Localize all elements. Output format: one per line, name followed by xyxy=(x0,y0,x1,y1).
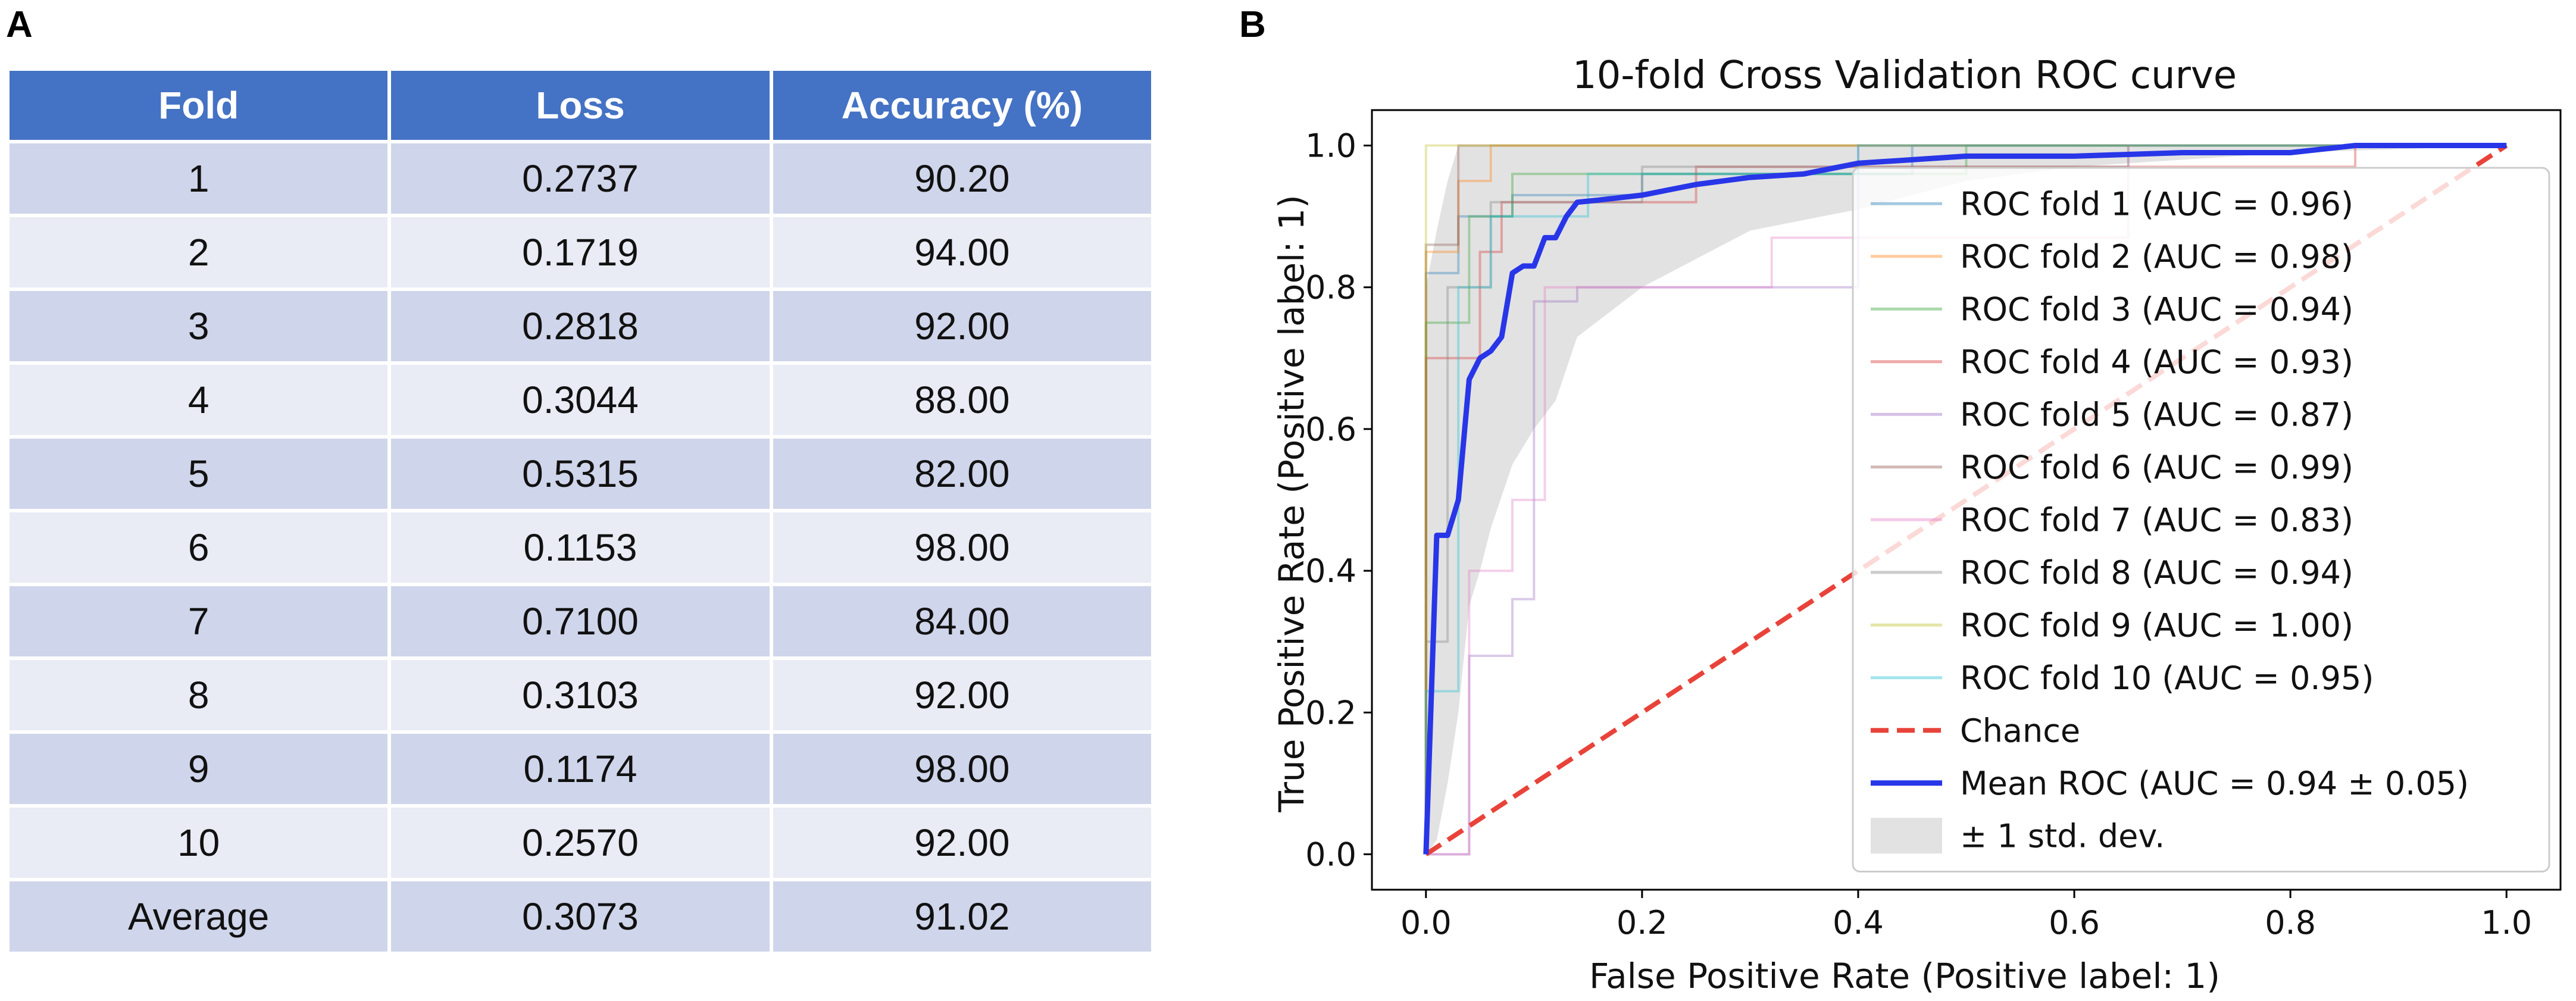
roc-chart: 10-fold Cross Validation ROC curve 0.0 0.… xyxy=(1271,54,2562,996)
chart-title: 10-fold Cross Validation ROC curve xyxy=(1573,54,2237,98)
legend-label: ROC fold 4 (AUC = 0.93) xyxy=(1960,343,2353,381)
y-tick-label: 0.6 xyxy=(1305,411,1356,448)
cell-loss: 0.3044 xyxy=(387,361,773,439)
roc-fold-4-line xyxy=(1424,144,2507,855)
roc-fold-2-line xyxy=(1424,144,2507,855)
cell-accuracy: 82.00 xyxy=(769,435,1155,512)
cell-loss: 0.7100 xyxy=(387,583,773,660)
header-fold: Fold xyxy=(5,67,392,143)
std-dev-band xyxy=(1425,145,2507,855)
cell-accuracy: 98.00 xyxy=(769,509,1155,586)
cell-loss: 0.2737 xyxy=(387,140,773,217)
cell-fold: 4 xyxy=(5,361,392,439)
table-row: 3 0.2818 92.00 xyxy=(5,287,1155,365)
fold-results-table: Fold Loss Accuracy (%) 1 0.2737 90.20 2 … xyxy=(5,67,1155,955)
legend-label: ROC fold 2 (AUC = 0.98) xyxy=(1960,238,2353,276)
table-row: 1 0.2737 90.20 xyxy=(5,140,1155,217)
legend-box xyxy=(1852,167,2550,872)
legend-label: ROC fold 8 (AUC = 0.94) xyxy=(1960,554,2353,592)
legend-label: ROC fold 10 (AUC = 0.95) xyxy=(1960,659,2374,697)
cell-fold: 7 xyxy=(5,583,392,660)
cell-fold: 3 xyxy=(5,287,392,365)
legend-label: ROC fold 9 (AUC = 1.00) xyxy=(1960,606,2353,644)
legend-label: ROC fold 3 (AUC = 0.94) xyxy=(1960,290,2353,328)
table-row: 6 0.1153 98.00 xyxy=(5,509,1155,586)
cell-accuracy: 94.00 xyxy=(769,214,1155,291)
cell-fold: 6 xyxy=(5,509,392,586)
x-tick-label: 0.6 xyxy=(2049,904,2100,941)
cell-loss: 0.1719 xyxy=(387,214,773,291)
cell-accuracy: 90.20 xyxy=(769,140,1155,217)
cell-accuracy: 88.00 xyxy=(769,361,1155,439)
cell-fold: 9 xyxy=(5,730,392,808)
cell-loss: 0.2818 xyxy=(387,287,773,365)
table-row: 8 0.3103 92.00 xyxy=(5,656,1155,734)
cell-fold: 5 xyxy=(5,435,392,512)
cell-accuracy: 92.00 xyxy=(769,287,1155,365)
table-row: 10 0.2570 92.00 xyxy=(5,804,1155,881)
roc-fold-9-line xyxy=(1424,144,2507,855)
panel-b-label: B xyxy=(1239,4,1266,45)
cell-loss: 0.5315 xyxy=(387,435,773,512)
x-tick-label: 0.4 xyxy=(1833,904,1884,941)
legend-swatch xyxy=(1871,818,1942,854)
cell-accuracy: 92.00 xyxy=(769,656,1155,734)
legend-label: Chance xyxy=(1960,712,2080,749)
cell-fold: Average xyxy=(5,878,392,955)
x-tick-label: 1.0 xyxy=(2481,904,2532,941)
y-tick-label: 0.2 xyxy=(1305,694,1356,731)
legend-label: ROC fold 1 (AUC = 0.96) xyxy=(1960,185,2353,223)
x-tick-label: 0.0 xyxy=(1400,904,1452,941)
mean-roc-line xyxy=(1423,143,2507,855)
cell-fold: 1 xyxy=(5,140,392,217)
legend-label: ROC fold 5 (AUC = 0.87) xyxy=(1960,396,2353,433)
cell-accuracy: 84.00 xyxy=(769,583,1155,660)
table-row: 4 0.3044 88.00 xyxy=(5,361,1155,439)
cell-accuracy: 92.00 xyxy=(769,804,1155,881)
legend-label: ROC fold 7 (AUC = 0.83) xyxy=(1960,501,2353,539)
cell-loss: 0.1174 xyxy=(387,730,773,808)
table-row: 2 0.1719 94.00 xyxy=(5,214,1155,291)
table-header-row: Fold Loss Accuracy (%) xyxy=(5,67,1155,143)
cell-loss: 0.2570 xyxy=(387,804,773,881)
cell-loss: 0.3103 xyxy=(387,656,773,734)
roc-fold-6-line xyxy=(1424,144,2507,855)
y-tick-label: 0.0 xyxy=(1305,836,1356,873)
cell-fold: 10 xyxy=(5,804,392,881)
y-tick-label: 0.4 xyxy=(1305,552,1356,590)
legend-label: ROC fold 6 (AUC = 0.99) xyxy=(1960,449,2353,486)
legend-label: Mean ROC (AUC = 0.94 ± 0.05) xyxy=(1960,765,2469,802)
y-axis-label: True Positive Rate (Positive label: 1) xyxy=(1271,195,1312,813)
cell-accuracy: 98.00 xyxy=(769,730,1155,808)
table-row: 9 0.1174 98.00 xyxy=(5,730,1155,808)
x-tick-label: 0.2 xyxy=(1617,904,1668,941)
table-row: 7 0.7100 84.00 xyxy=(5,583,1155,660)
roc-fold-1-line xyxy=(1424,144,2507,855)
table-row: 5 0.5315 82.00 xyxy=(5,435,1155,512)
legend-label: ± 1 std. dev. xyxy=(1960,817,2165,855)
y-tick-label: 1.0 xyxy=(1305,127,1356,165)
header-accuracy: Accuracy (%) xyxy=(769,67,1155,143)
cell-accuracy: 91.02 xyxy=(769,878,1155,955)
cell-loss: 0.1153 xyxy=(387,509,773,586)
cell-fold: 8 xyxy=(5,656,392,734)
cell-fold: 2 xyxy=(5,214,392,291)
header-loss: Loss xyxy=(387,67,773,143)
x-tick-label: 0.8 xyxy=(2265,904,2316,941)
table-row-average: Average 0.3073 91.02 xyxy=(5,878,1155,955)
y-tick-label: 0.8 xyxy=(1305,269,1356,306)
cell-loss: 0.3073 xyxy=(387,878,773,955)
x-axis-label: False Positive Rate (Positive label: 1) xyxy=(1589,956,2220,996)
plot-frame xyxy=(1371,109,2562,891)
panel-a-label: A xyxy=(6,4,33,45)
roc-fold-8-line xyxy=(1424,144,2507,855)
